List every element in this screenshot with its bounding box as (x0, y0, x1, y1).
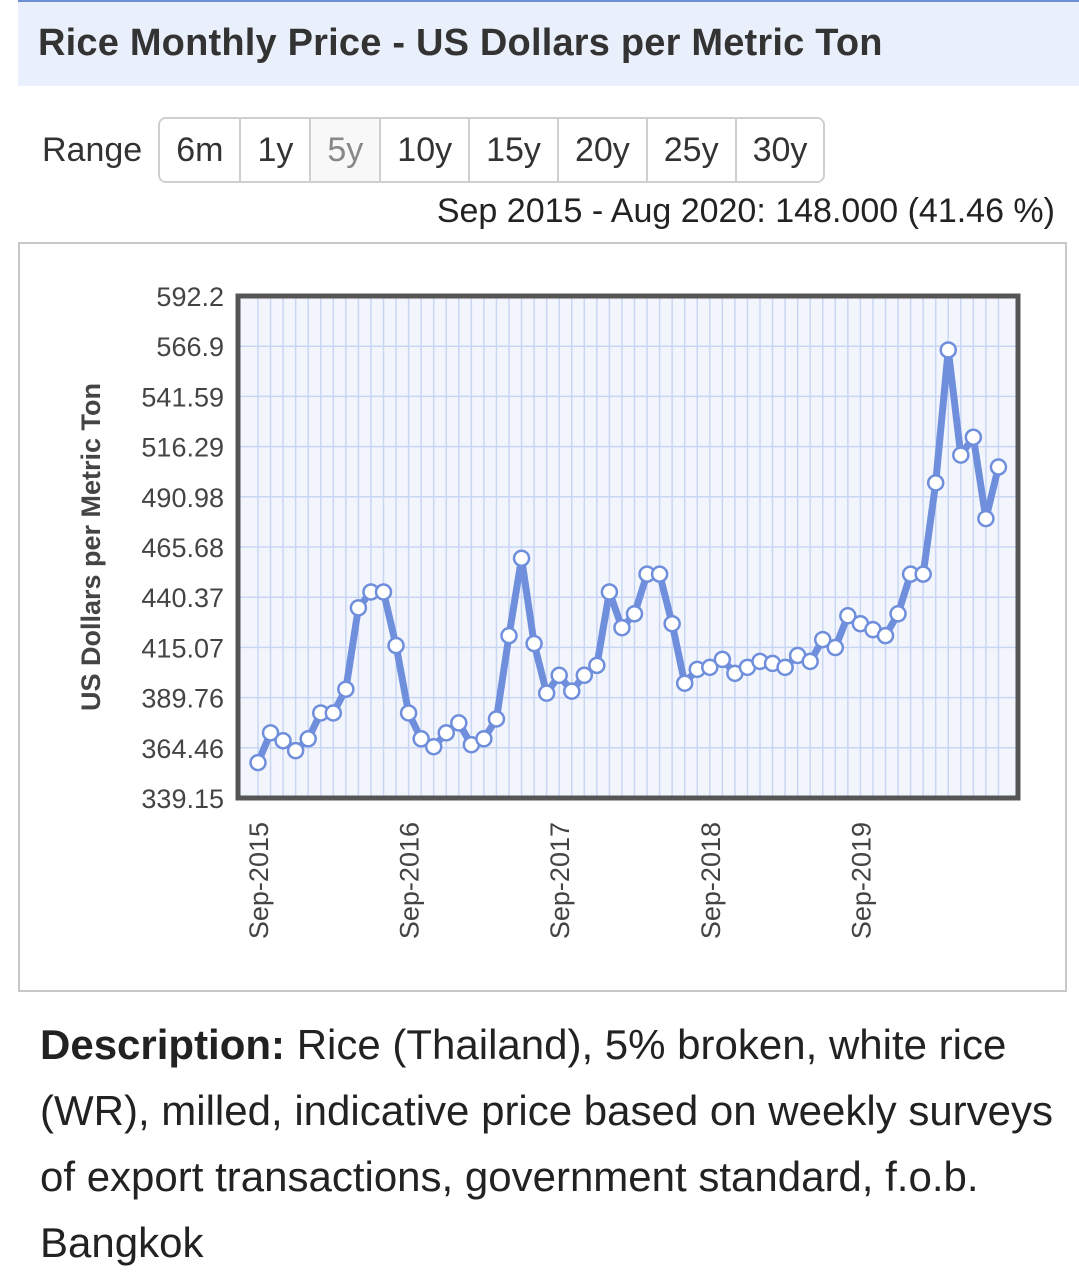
data-point[interactable] (299, 730, 317, 748)
data-point[interactable] (575, 666, 594, 685)
y-tick-label: 490.98 (141, 483, 224, 513)
x-tick-label: Sep-2017 (545, 822, 575, 939)
data-point[interactable] (324, 704, 343, 722)
range-button-1y[interactable]: 1y (241, 119, 312, 181)
description-label: Description: (40, 1021, 286, 1068)
data-point[interactable] (701, 658, 719, 677)
data-point[interactable] (876, 626, 895, 645)
data-point[interactable] (989, 458, 1008, 476)
data-point[interactable] (663, 614, 681, 633)
y-tick-label: 592.2 (156, 282, 224, 312)
description-text: Rice (Thailand), 5% broken, white rice (… (40, 1021, 1054, 1266)
data-point[interactable] (349, 599, 368, 617)
y-tick-label: 415.07 (141, 633, 224, 663)
data-point[interactable] (952, 446, 970, 464)
range-selector: Range 6m 1y 5y 10y 15y 20y 25y 30y (42, 117, 826, 183)
range-button-group: 6m 1y 5y 10y 15y 20y 25y 30y (158, 117, 826, 183)
data-point[interactable] (512, 549, 531, 568)
data-point[interactable] (801, 652, 819, 671)
data-point[interactable] (613, 618, 631, 637)
y-tick-label: 541.59 (141, 382, 224, 412)
data-point[interactable] (337, 680, 355, 698)
range-summary: Sep 2015 - Aug 2020: 148.000 (41.46 %) (436, 192, 1055, 230)
y-tick-label: 440.37 (141, 583, 224, 613)
data-point[interactable] (563, 682, 581, 700)
data-point[interactable] (274, 732, 292, 750)
data-point[interactable] (487, 710, 506, 728)
data-point[interactable] (625, 605, 644, 623)
data-point[interactable] (926, 474, 945, 492)
data-point[interactable] (399, 704, 418, 722)
data-point[interactable] (424, 737, 443, 756)
data-point[interactable] (286, 741, 305, 760)
data-point[interactable] (839, 607, 857, 625)
y-axis-label: US Dollars per Metric Ton (76, 383, 106, 711)
data-point[interactable] (776, 658, 794, 677)
page-title: Rice Monthly Price - US Dollars per Metr… (38, 22, 883, 64)
range-button-10y[interactable]: 10y (381, 119, 471, 181)
data-point[interactable] (249, 753, 267, 772)
data-point[interactable] (939, 341, 957, 359)
range-button-30y[interactable]: 30y (736, 119, 824, 181)
x-tick-label: Sep-2018 (696, 822, 726, 939)
data-point[interactable] (525, 634, 543, 653)
range-button-25y[interactable]: 25y (647, 119, 737, 181)
data-point[interactable] (675, 674, 694, 692)
plot-frame (235, 293, 1021, 801)
data-point[interactable] (588, 656, 606, 675)
y-tick-label: 566.9 (156, 332, 224, 362)
data-point[interactable] (374, 583, 393, 601)
data-point[interactable] (387, 636, 405, 655)
range-button-6m[interactable]: 6m (160, 119, 242, 181)
range-button-5y[interactable]: 5y (311, 119, 382, 181)
data-point[interactable] (977, 509, 995, 528)
range-button-20y[interactable]: 20y (558, 119, 648, 181)
range-label: Range (42, 130, 143, 169)
title-bar: Rice Monthly Price - US Dollars per Metr… (18, 0, 1079, 86)
data-point[interactable] (713, 650, 732, 669)
data-point[interactable] (650, 565, 669, 583)
y-tick-label: 339.15 (141, 784, 224, 814)
price-chart: 592.2 566.9 541.59 516.29 490.98 465.68 440.37… (76, 282, 1021, 939)
data-point[interactable] (537, 684, 556, 702)
range-button-15y[interactable]: 15y (470, 119, 559, 181)
data-point[interactable] (261, 724, 280, 742)
data-point[interactable] (500, 626, 518, 645)
data-point[interactable] (412, 730, 430, 748)
y-tick-label: 389.76 (141, 684, 224, 714)
data-point[interactable] (964, 428, 983, 446)
x-tick-label: Sep-2016 (395, 822, 425, 939)
chart-container: 592.2 566.9 541.59 516.29 490.98 465.68 440.37… (18, 242, 1067, 992)
data-point[interactable] (600, 583, 619, 601)
data-point[interactable] (814, 630, 832, 649)
data-point[interactable] (450, 714, 468, 732)
y-tick-label: 516.29 (141, 433, 224, 463)
data-point[interactable] (437, 724, 455, 742)
description: Description: Rice (Thailand), 5% broken,… (40, 1012, 1060, 1276)
data-point[interactable] (826, 638, 845, 657)
data-point[interactable] (550, 666, 568, 685)
x-tick-label: Sep-2019 (846, 822, 876, 939)
y-tick-label: 465.68 (141, 533, 224, 563)
data-point[interactable] (889, 605, 907, 623)
data-point[interactable] (475, 730, 493, 748)
x-tick-label: Sep-2015 (244, 822, 274, 939)
data-point[interactable] (914, 565, 932, 583)
y-tick-label: 364.46 (141, 734, 224, 764)
